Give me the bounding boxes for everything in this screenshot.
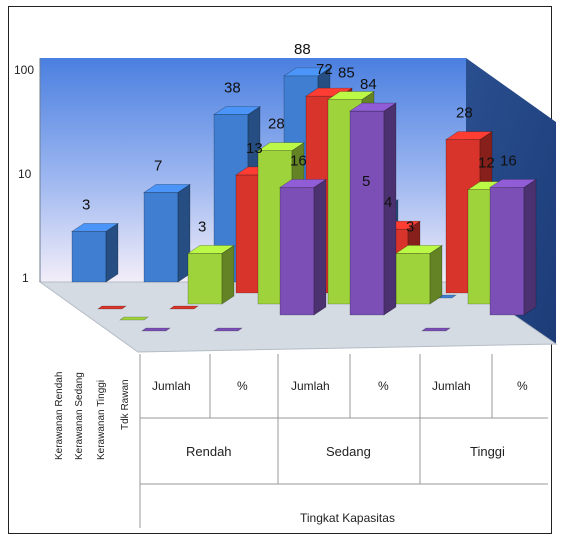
data-label: 88 — [294, 41, 311, 58]
bar — [349, 102, 397, 316]
data-label: 84 — [360, 76, 377, 93]
bar-front — [187, 253, 223, 305]
bar-stub — [213, 327, 243, 332]
bar-top — [395, 245, 443, 254]
data-label: 85 — [338, 64, 355, 81]
bar — [71, 222, 119, 283]
data-label: 3 — [82, 196, 90, 213]
data-label: 16 — [500, 152, 517, 169]
bar-stub — [421, 327, 451, 332]
bar-placeholder — [213, 327, 243, 332]
bar-stub — [97, 305, 127, 310]
bar-front — [489, 187, 525, 316]
bar-marks — [71, 67, 537, 332]
series-label: Kerawanan Rendah — [54, 372, 65, 460]
category-label: Jumlah — [432, 379, 471, 393]
bar-side — [313, 178, 327, 316]
bar-side — [429, 244, 443, 305]
y-tick-label: 100 — [14, 63, 34, 77]
data-label: 28 — [456, 105, 473, 122]
group-label: Tinggi — [470, 444, 505, 459]
bar — [489, 178, 537, 316]
bar-placeholder — [169, 305, 199, 310]
bar-top — [187, 245, 235, 254]
bar-top — [143, 184, 191, 193]
bar-placeholder — [119, 316, 149, 321]
bar-placeholder — [421, 327, 451, 332]
category-label: Jumlah — [291, 379, 330, 393]
category-label: % — [517, 379, 528, 393]
bar-top — [71, 223, 119, 232]
data-label: 7 — [154, 157, 162, 174]
bar-top — [349, 102, 397, 112]
bar-front — [349, 110, 385, 316]
series-label: Kerawanan Tinggi — [96, 380, 107, 460]
x-axis-title: Tingkat Kapasitas — [300, 511, 395, 525]
bar-side — [523, 178, 537, 316]
bar-top — [279, 179, 327, 188]
group-label: Rendah — [186, 444, 232, 459]
bar-placeholder — [141, 327, 171, 332]
category-label: % — [378, 379, 389, 393]
bar-front — [279, 187, 315, 316]
y-tick-label: 10 — [18, 167, 32, 181]
series-label: Tdk Rawan — [120, 379, 131, 430]
bar-placeholder — [97, 305, 127, 310]
data-label: 3 — [406, 218, 414, 235]
category-label: Jumlah — [152, 379, 191, 393]
data-label: 72 — [316, 61, 333, 78]
data-label: 13 — [246, 140, 263, 157]
category-label: % — [237, 379, 248, 393]
bar-top — [213, 106, 261, 115]
data-label: 28 — [268, 116, 285, 133]
bar-stub — [119, 316, 149, 321]
bar-top — [327, 91, 375, 100]
bar — [143, 183, 191, 283]
y-tick-label: 1 — [22, 271, 29, 285]
data-label: 3 — [198, 218, 206, 235]
series-labels: Kerawanan Rendah Kerawanan Sedang Kerawa… — [54, 372, 131, 460]
bar — [279, 178, 327, 316]
series-label: Kerawanan Sedang — [74, 372, 85, 460]
bar — [187, 244, 235, 305]
bar-side — [105, 222, 119, 283]
data-label: 12 — [478, 155, 495, 172]
bar-top — [445, 131, 493, 140]
group-label: Sedang — [326, 444, 371, 459]
bar-front — [143, 192, 179, 283]
data-label: 38 — [224, 80, 241, 97]
category-table: Jumlah % Jumlah % Jumlah % Rendah Sedang… — [139, 354, 548, 528]
bar-side — [221, 244, 235, 305]
data-labels: 3 7 38 88 5 13 72 4 28 3 28 85 3 12 16 84 16 — [82, 41, 517, 236]
bar-top — [489, 179, 537, 188]
bar-top — [257, 142, 305, 151]
bar-front — [71, 231, 107, 283]
data-label: 5 — [362, 173, 370, 190]
bar-top — [283, 67, 331, 77]
data-label: 16 — [290, 152, 307, 169]
bar-stub — [169, 305, 199, 310]
data-label: 4 — [384, 194, 392, 211]
bar-stub — [141, 327, 171, 332]
bar — [395, 244, 443, 305]
bar-front — [395, 253, 431, 305]
y-axis: 100 10 1 — [14, 63, 34, 285]
